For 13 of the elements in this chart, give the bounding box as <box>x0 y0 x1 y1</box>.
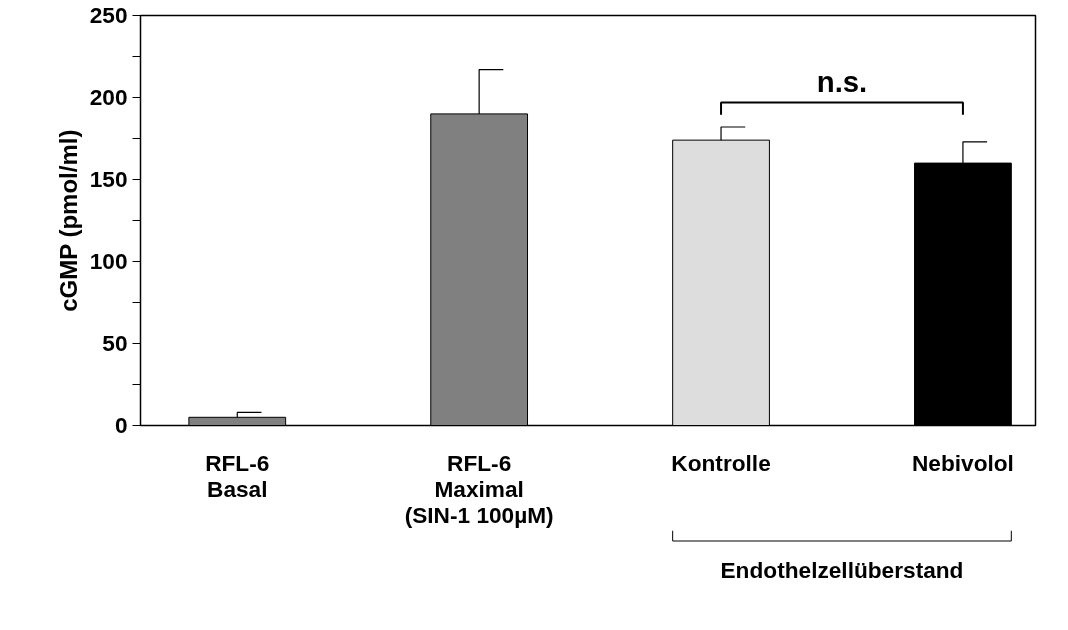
y-tick-label: 200 <box>89 84 128 110</box>
y-tick-label: 150 <box>89 166 128 192</box>
y-tick-label: 50 <box>102 330 128 356</box>
annotation: n.s. <box>816 65 868 99</box>
x-tick-label: Nebivolol <box>911 449 1014 476</box>
y-tick-label: 0 <box>114 412 128 438</box>
x-tick-label: Kontrolle <box>671 449 771 476</box>
y-axis-title: cGMP (pmol/ml) <box>54 129 82 312</box>
x-tick-label: RFL-6 Maximal (SIN-1 100µM) <box>404 449 554 528</box>
x-tick-label: RFL-6 Basal <box>205 449 270 502</box>
y-tick-label: 100 <box>89 248 128 274</box>
text: Endothelzellüberstand <box>720 557 964 583</box>
y-tick-label: 250 <box>89 2 128 28</box>
